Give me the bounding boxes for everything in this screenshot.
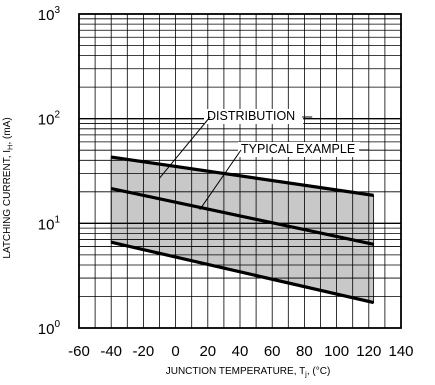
x-axis-label: JUNCTION TEMPERATURE, Tj, (°C) [166,366,331,379]
x-tick-label: 0 [171,343,179,360]
annotation-label: TYPICAL EXAMPLE [241,142,355,156]
y-tick-base: 10 [38,7,55,24]
grid-layer [78,14,402,328]
series-line-1 [110,155,374,197]
y-tick-exponent: 3 [54,5,60,16]
plot-frame [78,13,402,329]
y-axis-label-sub: H [6,145,15,150]
distribution-band-layer [110,156,375,304]
plot-frame-layer [78,13,402,329]
annotation-background [238,142,360,157]
x-tick-label: 140 [388,343,413,360]
x-tick-label: -60 [68,343,90,360]
y-tick-exponent: 0 [54,319,60,330]
annotation-leader [199,149,242,210]
x-axis-label-unit: , (°C) [307,366,330,377]
y-tick-base: 10 [38,216,55,233]
series-line-2 [110,186,374,246]
y-tick-label: 100 [38,319,61,338]
annotation-background [204,109,304,124]
x-tick-label: -40 [100,343,122,360]
y-tick-label: 102 [38,110,61,129]
x-tick-label: 40 [232,343,249,360]
x-tick-label: 80 [296,343,313,360]
annotation-label: DISTRIBUTION [207,109,295,123]
y-tick-label: 101 [38,214,61,233]
x-tick-label: 100 [324,343,349,360]
y-tick-exponent: 1 [54,214,60,225]
y-axis-label-main: LATCHING CURRENT, I [2,150,13,259]
x-axis-label-main: JUNCTION TEMPERATURE, T [166,366,305,377]
x-tick-label: 60 [264,343,281,360]
y-tick-exponent: 2 [54,110,60,121]
y-axis-label: LATCHING CURRENT, IH, (mA) [2,117,15,258]
series-layer [110,155,374,305]
x-axis-label-sub: j [304,370,307,379]
y-tick-label: 103 [38,5,61,24]
y-axis-label-unit: , (mA) [2,117,13,144]
y-tick-base: 10 [38,112,55,129]
series-line-3 [110,240,374,305]
y-tick-base: 10 [38,321,55,338]
x-tick-label: -20 [133,343,155,360]
annotation-layer: DISTRIBUTION TYPICAL EXAMPLE [159,109,369,210]
distribution-band [110,156,375,304]
annotation-leader [159,116,211,179]
x-tick-label: 120 [356,343,381,360]
x-tick-label: 20 [199,343,216,360]
